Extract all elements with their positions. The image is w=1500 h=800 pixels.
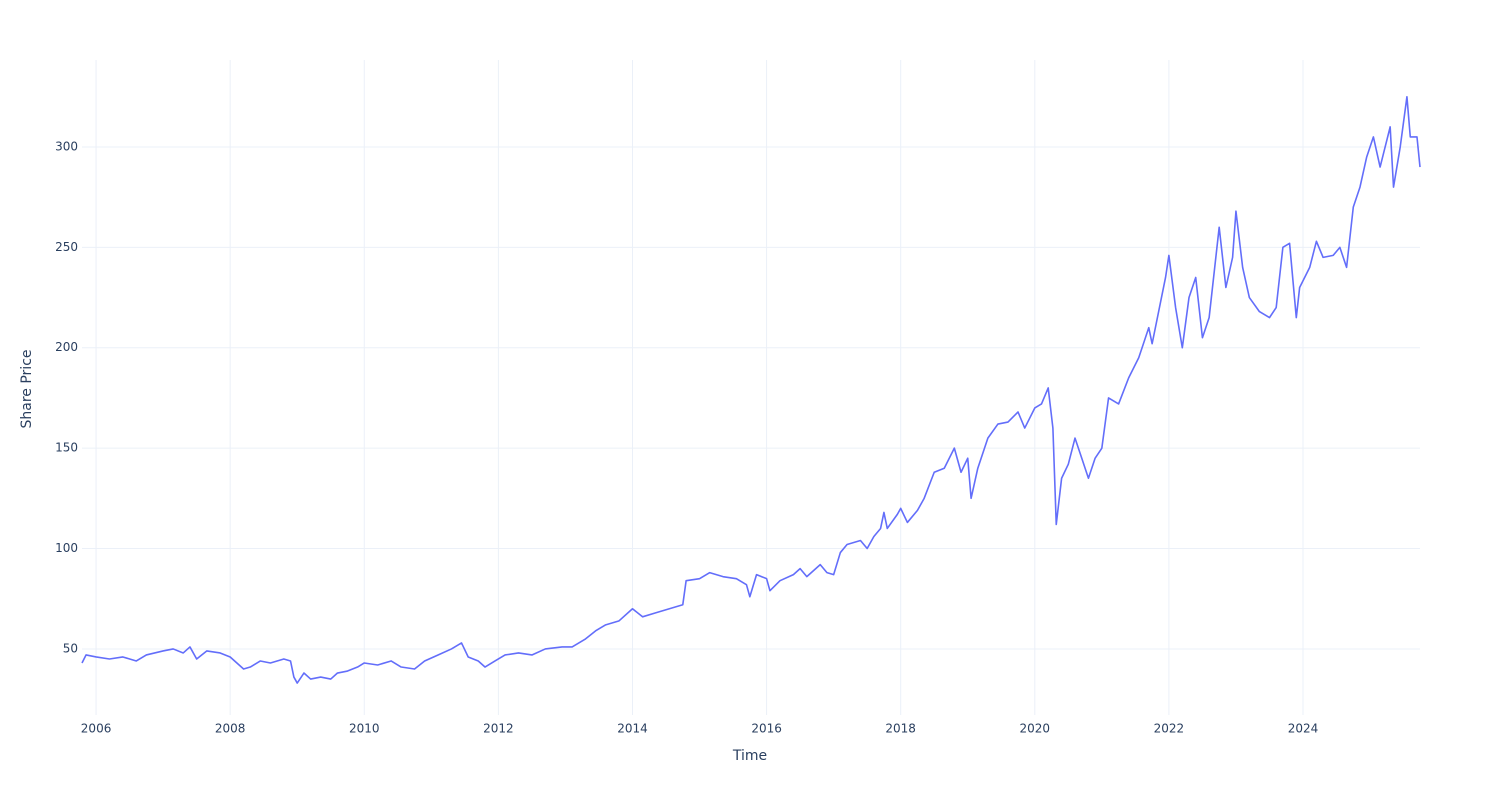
x-tick-label: 2018 — [885, 722, 916, 736]
x-tick-label: 2016 — [751, 722, 782, 736]
y-tick-label: 50 — [63, 641, 78, 655]
x-tick-label: 2024 — [1288, 722, 1319, 736]
y-tick-label: 150 — [55, 441, 78, 455]
y-tick-label: 100 — [55, 541, 78, 555]
x-tick-label: 2022 — [1154, 722, 1185, 736]
x-tick-label: 2012 — [483, 722, 514, 736]
y-tick-label: 300 — [55, 139, 78, 153]
y-tick-label: 250 — [55, 240, 78, 254]
x-tick-label: 2006 — [81, 722, 112, 736]
x-tick-label: 2014 — [617, 722, 648, 736]
y-tick-label: 200 — [55, 340, 78, 354]
x-tick-label: 2008 — [215, 722, 246, 736]
x-tick-label: 2010 — [349, 722, 380, 736]
price-line — [81, 95, 1421, 684]
x-axis-title: Time — [732, 748, 767, 764]
x-tick-label: 2020 — [1020, 722, 1051, 736]
y-axis-title: Share Price — [19, 349, 35, 428]
